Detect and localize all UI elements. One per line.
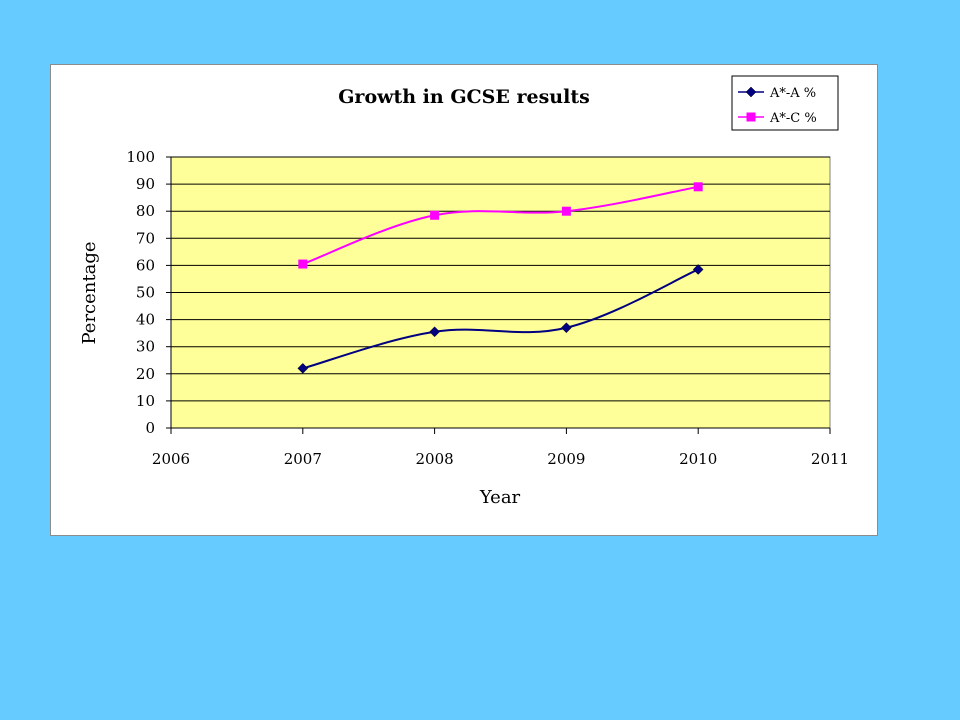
y-tick-label: 50 [136, 284, 155, 302]
series-line-a-star-a [302, 268, 699, 370]
plot-area: 0 10 20 30 40 50 60 70 80 90 100 2006 2007 2008 2009 20… [126, 148, 849, 468]
y-tick-label: 30 [136, 338, 155, 356]
y-tick-label: 60 [136, 256, 155, 274]
legend-marker-a-star-a [745, 86, 757, 98]
y-tick-label: 80 [136, 202, 155, 220]
data-point-a-star-a [561, 322, 572, 334]
y-tick-label: 20 [136, 365, 155, 383]
y-tick-label: 100 [126, 148, 155, 166]
y-tick-label: 70 [136, 229, 155, 247]
data-point-a-star-a [297, 363, 309, 374]
data-point-a-star-c [430, 210, 440, 220]
y-axis-title: Percentage [79, 241, 100, 344]
line-chart: Growth in GCSE results 0 10 20 30 40 50 60 70 80… [79, 75, 849, 508]
legend-marker-a-star-c [746, 112, 756, 122]
x-tick-label: 2010 [679, 450, 717, 468]
x-axis-title: Year [479, 487, 521, 508]
chart-title: Growth in GCSE results [338, 86, 590, 108]
y-tick-label: 90 [136, 175, 155, 193]
series-line-a-star-c [302, 185, 699, 265]
x-tick-label: 2009 [547, 450, 585, 468]
legend: A*-A % A*-C % [731, 75, 839, 131]
data-point-a-star-c [298, 259, 308, 269]
x-tick-label: 2008 [416, 450, 454, 468]
data-point-a-star-a [692, 264, 704, 275]
y-tick-label: 40 [136, 311, 155, 329]
legend-label-a-star-c: A*-C % [769, 111, 817, 126]
x-tick-label: 2007 [284, 450, 322, 468]
x-tick-label: 2011 [811, 450, 849, 468]
data-point-a-star-c [561, 206, 571, 216]
y-tick-label: 10 [136, 392, 155, 410]
data-point-a-star-a [429, 326, 440, 338]
legend-label-a-star-a: A*-A % [769, 86, 816, 101]
x-tick-label: 2006 [152, 450, 190, 468]
chart-area: Growth in GCSE results 0 10 20 30 40 50 60 70 80… [50, 64, 878, 536]
data-point-a-star-c [693, 182, 703, 192]
y-tick-label: 0 [145, 419, 155, 437]
